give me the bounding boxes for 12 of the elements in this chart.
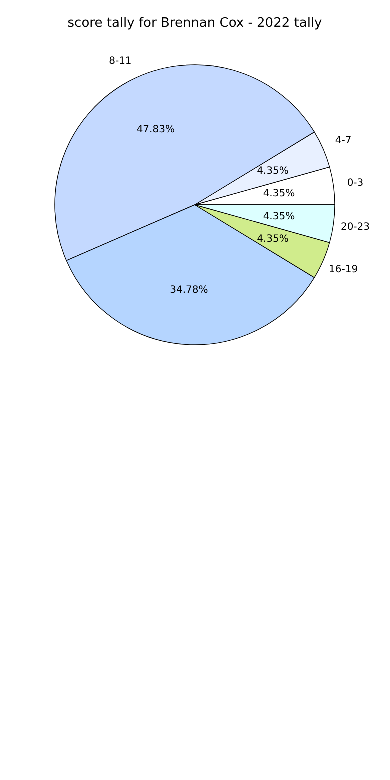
slice-label: 8-11: [109, 56, 132, 68]
data-label: 4.35%: [263, 212, 296, 223]
data-label: 47.83%: [136, 124, 175, 136]
slice-label: 20-23: [340, 222, 370, 234]
data-label: 4.35%: [257, 166, 289, 178]
data-label: 4.35%: [263, 188, 296, 200]
slice-label: 16-19: [329, 264, 358, 276]
slice-label: 0-3: [347, 178, 364, 189]
chart-title: score tally for Brennan Cox - 2022 tally: [68, 16, 323, 31]
data-label: 34.78%: [170, 284, 208, 296]
data-label: 4.35%: [257, 234, 289, 245]
slice-label: 4-7: [335, 135, 352, 146]
